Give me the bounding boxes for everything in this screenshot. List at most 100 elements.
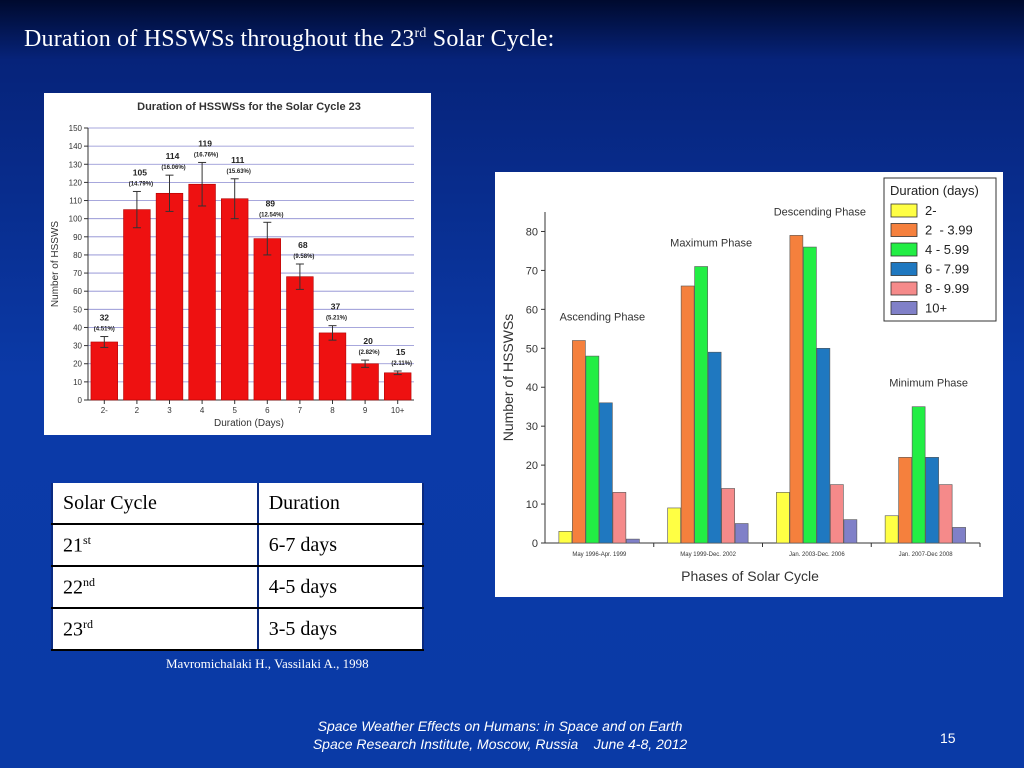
table-row: 21st 6-7 days bbox=[51, 523, 425, 567]
cycle-suffix: st bbox=[83, 532, 92, 547]
y-tick-label: 50 bbox=[526, 343, 538, 355]
y-tick-label: 70 bbox=[526, 265, 538, 277]
y-axis-label: Number of HSSWSs bbox=[500, 314, 516, 442]
y-tick-label: 20 bbox=[73, 360, 82, 369]
legend-swatch bbox=[890, 242, 918, 257]
duration-bar-chart: Duration of HSSWSs for the Solar Cycle 2… bbox=[50, 101, 414, 429]
bar-value-label: 89 bbox=[266, 198, 276, 208]
x-axis-label: Duration (Days) bbox=[214, 418, 284, 429]
cycle-suffix: nd bbox=[83, 574, 95, 589]
bar-value-label: 119 bbox=[198, 138, 212, 148]
bar bbox=[123, 209, 151, 401]
y-tick-label: 50 bbox=[73, 305, 82, 314]
bar bbox=[680, 285, 695, 544]
phase-label: Descending Phase bbox=[774, 206, 866, 218]
legend-swatch bbox=[890, 223, 918, 237]
slide-title-text: Duration of HSSWSs throughout the 23 bbox=[24, 26, 415, 52]
table-header-solar-cycle: Solar Cycle bbox=[51, 483, 259, 525]
x-tick-label: 3 bbox=[167, 406, 172, 415]
bar-percent-label: (14.79%) bbox=[129, 181, 153, 187]
legend-label: 10+ bbox=[925, 301, 947, 316]
legend-label: 2- bbox=[925, 203, 937, 218]
x-tick-label: 2- bbox=[101, 406, 108, 415]
legend-swatch bbox=[890, 203, 918, 218]
y-tick-label: 60 bbox=[73, 287, 82, 296]
bar bbox=[938, 484, 953, 544]
bar-value-label: 37 bbox=[331, 302, 341, 312]
x-tick-label: 8 bbox=[330, 406, 335, 415]
y-tick-label: 20 bbox=[526, 460, 538, 472]
table-header-duration: Duration bbox=[256, 483, 425, 525]
phase-label: Minimum Phase bbox=[889, 378, 968, 390]
legend-label: 4 - 5.99 bbox=[925, 242, 969, 257]
y-tick-label: 10 bbox=[73, 378, 82, 387]
y-tick-label: 110 bbox=[69, 197, 82, 206]
table-cell-duration: 3-5 days bbox=[256, 607, 425, 651]
y-tick-label: 40 bbox=[73, 323, 82, 332]
legend-title: Duration (days) bbox=[890, 183, 979, 198]
bar bbox=[667, 507, 681, 544]
x-tick-label: May 1999-Dec. 2002 bbox=[680, 552, 736, 558]
duration-bar-chart-panel: Duration of HSSWSs for the Solar Cycle 2… bbox=[44, 93, 431, 435]
bar bbox=[253, 238, 281, 401]
bar bbox=[221, 198, 249, 401]
bar bbox=[599, 402, 613, 544]
bar-percent-label: (2.11%) bbox=[391, 361, 412, 367]
bar bbox=[155, 192, 184, 401]
table-cell-cycle: 23rd bbox=[51, 607, 259, 651]
table-cell-duration: 6-7 days bbox=[256, 523, 425, 567]
bar-percent-label: (9.58%) bbox=[293, 254, 314, 260]
slide-title: Duration of HSSWSs throughout the 23rd S… bbox=[24, 26, 555, 53]
y-tick-label: 30 bbox=[73, 342, 82, 351]
bar bbox=[911, 406, 926, 544]
bar bbox=[612, 492, 627, 544]
bar bbox=[318, 332, 347, 401]
table-header-row: Solar Cycle Duration bbox=[51, 483, 425, 525]
x-tick-label: 4 bbox=[200, 406, 205, 415]
bar bbox=[776, 492, 790, 544]
y-tick-label: 120 bbox=[69, 178, 83, 187]
y-tick-label: 10 bbox=[526, 499, 538, 511]
legend-label: 6 - 7.99 bbox=[925, 262, 969, 277]
bar-value-label: 105 bbox=[133, 167, 147, 177]
bar bbox=[626, 538, 640, 544]
y-tick-label: 0 bbox=[78, 396, 83, 405]
bar-value-label: 114 bbox=[166, 151, 180, 161]
bar bbox=[816, 347, 831, 544]
footer-line-1: Space Weather Effects on Humans: in Spac… bbox=[317, 718, 683, 734]
y-tick-label: 60 bbox=[526, 304, 538, 316]
y-axis-label: Number of HSSWS bbox=[50, 221, 61, 307]
cycle-number: 23 bbox=[63, 618, 83, 641]
bar bbox=[803, 246, 817, 544]
bar bbox=[925, 457, 939, 544]
bar bbox=[843, 519, 858, 544]
bar bbox=[707, 351, 722, 544]
bar bbox=[585, 355, 600, 544]
bar bbox=[952, 527, 966, 544]
y-tick-label: 150 bbox=[69, 124, 83, 133]
bar-value-label: 15 bbox=[396, 347, 406, 357]
bar bbox=[188, 183, 216, 401]
bar-percent-label: (16.06%) bbox=[161, 165, 185, 171]
phase-bar-chart-panel: 0 10 20 30 40 50 60 70 80 Number of HSSWSs Phases … bbox=[495, 172, 1003, 597]
x-tick-label: 5 bbox=[232, 406, 237, 415]
bar-percent-label: (16.76%) bbox=[194, 152, 218, 158]
bar bbox=[351, 363, 379, 401]
y-tick-label: 40 bbox=[526, 382, 538, 394]
page-number: 15 bbox=[940, 730, 956, 746]
solar-cycle-table: Solar Cycle Duration 21st 6-7 days 22nd … bbox=[51, 483, 425, 651]
table-cell-cycle: 22nd bbox=[51, 565, 259, 609]
y-tick-label: 30 bbox=[526, 421, 538, 433]
x-tick-label: 7 bbox=[298, 406, 303, 415]
cycle-number: 22 bbox=[63, 576, 83, 599]
y-tick-label: 90 bbox=[73, 233, 82, 242]
footer: Space Weather Effects on Humans: in Spac… bbox=[240, 717, 760, 753]
bar-percent-label: (12.54%) bbox=[259, 212, 283, 218]
x-tick-label: 9 bbox=[363, 406, 368, 415]
table-row: 23rd 3-5 days bbox=[51, 607, 425, 651]
bar bbox=[721, 488, 735, 544]
y-tick-label: 130 bbox=[69, 160, 83, 169]
bar-percent-label: (5.21%) bbox=[326, 316, 347, 322]
x-tick-label: Jan. 2003-Dec. 2006 bbox=[789, 552, 845, 558]
bar-value-label: 111 bbox=[231, 155, 245, 165]
